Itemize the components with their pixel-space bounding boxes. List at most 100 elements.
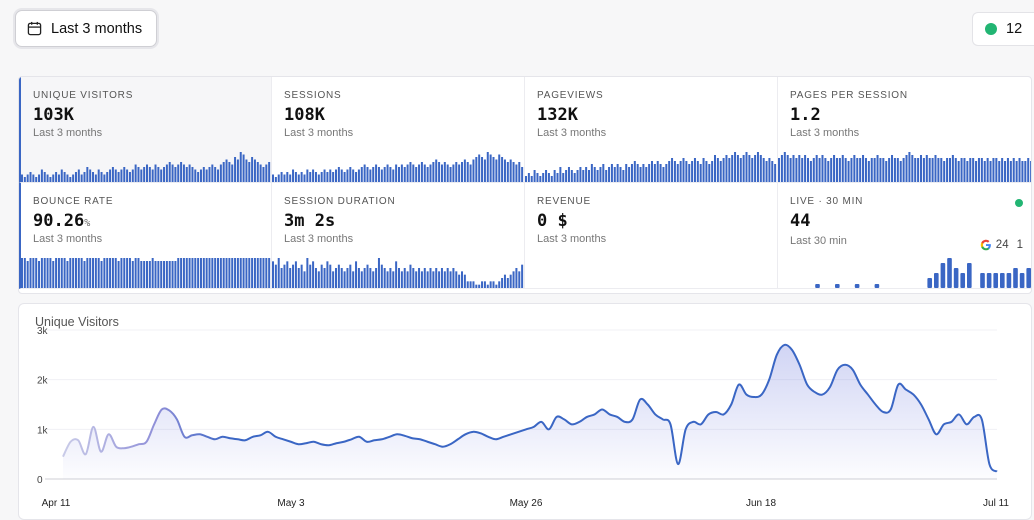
kpi-pageviews[interactable]: PAGEVIEWS 132K Last 3 months bbox=[525, 77, 778, 183]
spark-bar bbox=[157, 261, 160, 288]
spark-bar bbox=[804, 155, 807, 182]
y-tick-label: 0 bbox=[37, 475, 43, 486]
spark-bar bbox=[120, 169, 123, 182]
spark-bar bbox=[43, 172, 46, 182]
kpi-period: Last 3 months bbox=[790, 127, 860, 139]
spark-bar bbox=[461, 162, 464, 182]
google-icon bbox=[980, 239, 991, 251]
spark-bar bbox=[550, 176, 553, 182]
spark-bar bbox=[905, 155, 908, 182]
spark-bar bbox=[432, 162, 435, 182]
spark-bar bbox=[256, 162, 259, 182]
spark-bar bbox=[355, 261, 358, 288]
kpi-pages-per-session[interactable]: PAGES PER SESSION 1.2 Last 3 months bbox=[778, 77, 1031, 183]
spark-bar bbox=[1012, 158, 1015, 182]
spark-bar bbox=[478, 154, 481, 182]
spark-bar bbox=[323, 268, 326, 288]
spark-bar bbox=[412, 268, 415, 288]
referrer-count: 24 bbox=[995, 239, 1009, 251]
spark-bar bbox=[489, 281, 492, 288]
spark-bar bbox=[461, 271, 464, 288]
spark-bar bbox=[486, 284, 489, 288]
spark-bar bbox=[332, 271, 335, 288]
spark-bar bbox=[231, 258, 234, 288]
sparkline bbox=[272, 258, 524, 288]
spark-bar bbox=[980, 273, 985, 288]
spark-bar bbox=[792, 155, 795, 182]
spark-bar bbox=[696, 161, 699, 182]
spark-bar bbox=[225, 159, 228, 182]
kpi-sessions[interactable]: SESSIONS 108K Last 3 months bbox=[272, 77, 525, 183]
spark-bar bbox=[355, 172, 358, 182]
spark-bar bbox=[902, 158, 905, 182]
spark-bar bbox=[128, 258, 131, 288]
kpi-bounce-rate[interactable]: BOUNCE RATE 90.26% Last 3 months bbox=[19, 183, 272, 289]
spark-bar bbox=[245, 159, 248, 182]
kpi-unique-visitors[interactable]: UNIQUE VISITORS 103K Last 3 months bbox=[19, 77, 272, 183]
spark-bar bbox=[948, 158, 951, 182]
spark-bar bbox=[917, 158, 920, 182]
spark-bar bbox=[862, 155, 865, 182]
spark-bar bbox=[320, 264, 323, 288]
spark-bar bbox=[850, 158, 853, 182]
spark-bar bbox=[682, 158, 685, 182]
spark-bar bbox=[369, 268, 372, 288]
spark-bar bbox=[423, 164, 426, 182]
spark-bar bbox=[137, 258, 140, 288]
spark-bar bbox=[1004, 161, 1007, 182]
spark-bar bbox=[69, 177, 72, 182]
kpi-revenue[interactable]: REVENUE 0 $ Last 3 months bbox=[525, 183, 778, 289]
spark-bar bbox=[957, 161, 960, 182]
spark-bar bbox=[731, 155, 734, 182]
spark-bar bbox=[386, 271, 389, 288]
spark-bar bbox=[117, 261, 120, 288]
spark-bar bbox=[412, 164, 415, 182]
spark-bar bbox=[671, 158, 674, 182]
spark-bar bbox=[483, 159, 486, 182]
spark-bar bbox=[495, 159, 498, 182]
spark-bar bbox=[625, 164, 628, 182]
spark-bar bbox=[702, 158, 705, 182]
spark-bar bbox=[283, 174, 286, 182]
spark-bar bbox=[754, 155, 757, 182]
spark-bar bbox=[415, 167, 418, 182]
spark-bar bbox=[506, 162, 509, 182]
spark-bar bbox=[289, 268, 292, 288]
spark-bar bbox=[475, 157, 478, 182]
spark-bar bbox=[562, 173, 565, 182]
spark-bar bbox=[475, 284, 478, 288]
spark-bar bbox=[585, 167, 588, 182]
spark-bar bbox=[989, 161, 992, 182]
spark-bar bbox=[372, 271, 375, 288]
spark-bar bbox=[873, 158, 876, 182]
spark-bar bbox=[673, 161, 676, 182]
spark-bar bbox=[645, 167, 648, 182]
kpi-period: Last 3 months bbox=[33, 233, 103, 245]
spark-bar bbox=[478, 284, 481, 288]
kpi-session-duration[interactable]: SESSION DURATION 3m 2s Last 3 months bbox=[272, 183, 525, 289]
spark-bar bbox=[559, 167, 562, 182]
spark-bar bbox=[312, 261, 315, 288]
live-visitors-chip[interactable]: 12 bbox=[972, 12, 1034, 46]
spark-bar bbox=[512, 271, 515, 288]
kpi-value: 90.26% bbox=[33, 211, 91, 231]
spark-bar bbox=[274, 264, 277, 288]
date-range-button[interactable]: Last 3 months bbox=[15, 10, 157, 47]
spark-bar bbox=[653, 164, 656, 182]
spark-bar bbox=[228, 258, 231, 288]
spark-bar bbox=[63, 172, 66, 182]
spark-bar bbox=[599, 167, 602, 182]
spark-bar bbox=[501, 278, 504, 288]
spark-bar bbox=[363, 268, 366, 288]
spark-bar bbox=[722, 158, 725, 182]
spark-bar bbox=[745, 152, 748, 182]
spark-bar bbox=[466, 281, 469, 288]
spark-bar bbox=[277, 174, 280, 182]
spark-bar bbox=[662, 167, 665, 182]
spark-bar bbox=[63, 258, 66, 288]
spark-bar bbox=[576, 170, 579, 182]
live-visitors-count: 12 bbox=[1006, 21, 1023, 37]
kpi-live[interactable]: LIVE · 30 MIN 44 Last 30 min 24 1 bbox=[778, 183, 1031, 289]
spark-bar bbox=[208, 258, 211, 288]
spark-bar bbox=[320, 172, 323, 182]
